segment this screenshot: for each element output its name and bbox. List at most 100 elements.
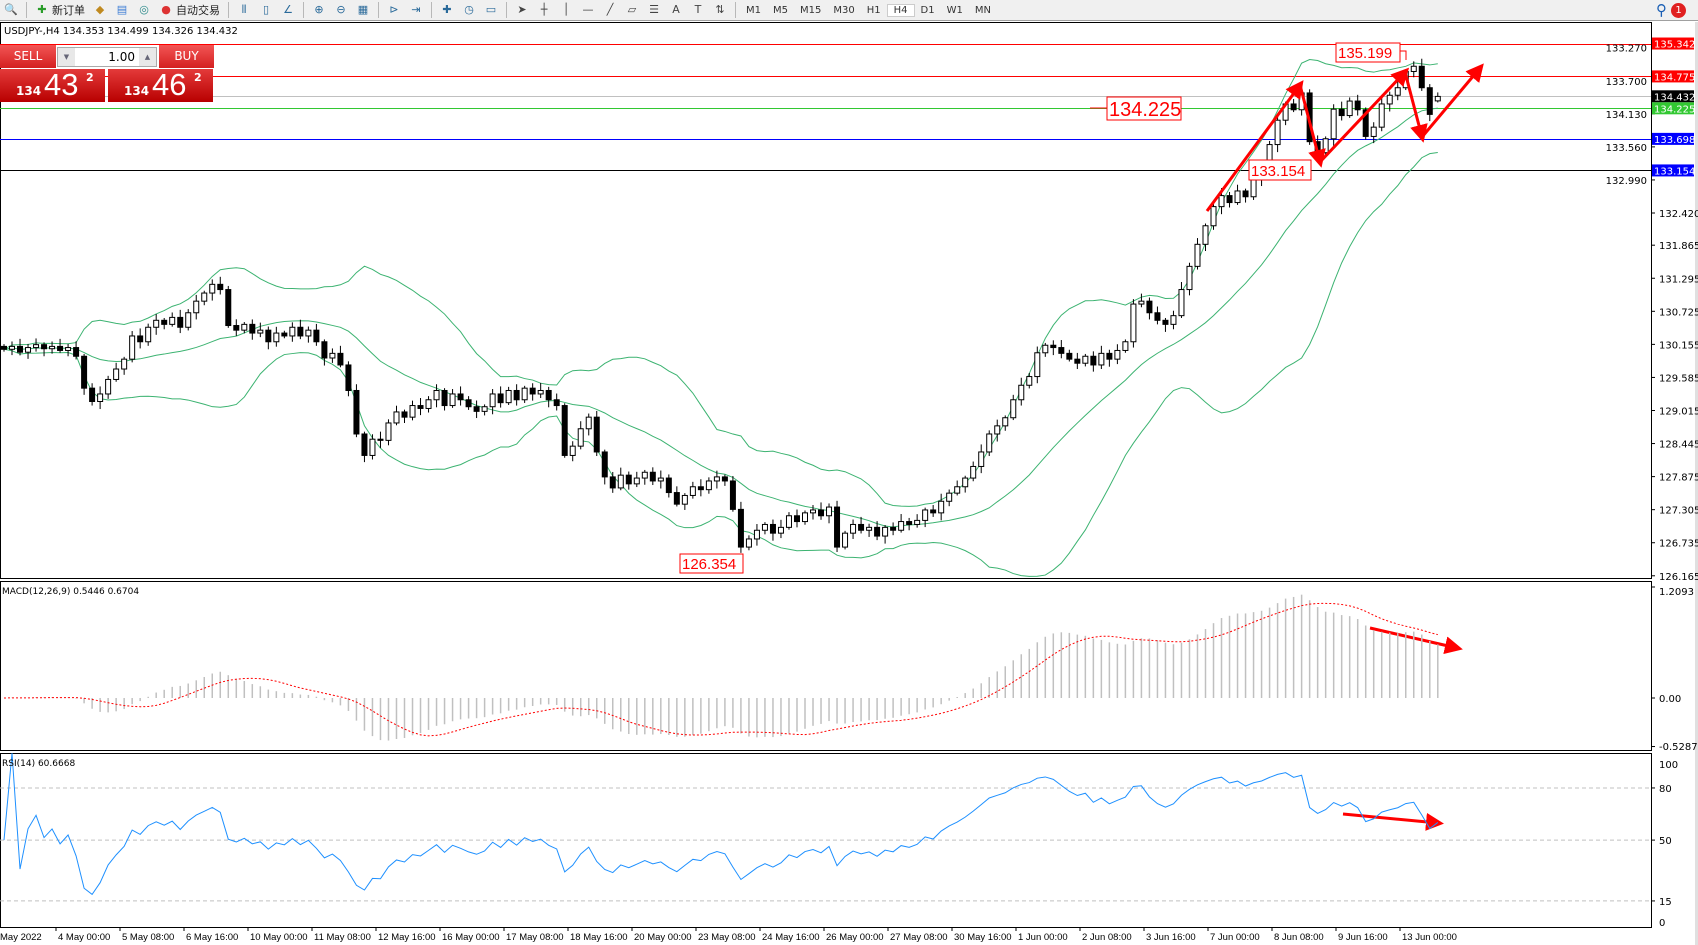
- timeframe-h1[interactable]: H1: [866, 4, 881, 16]
- trend-arrow-3: [1403, 71, 1428, 143]
- time-label: 3 Jun 16:00: [1146, 932, 1196, 943]
- arrows-button[interactable]: ⇅: [709, 1, 731, 20]
- vertical-line-button[interactable]: │: [555, 1, 577, 20]
- buy-price[interactable]: 134 46 2: [108, 67, 213, 102]
- buy-button[interactable]: BUY: [159, 45, 214, 68]
- price-tick-label: 132.990: [1606, 176, 1647, 187]
- toolbar-signal-button[interactable]: ◎: [133, 1, 155, 20]
- price-label-box: [1652, 132, 1694, 145]
- price-tick-label: 133.270: [1606, 44, 1647, 55]
- candle: [1434, 95, 1441, 102]
- time-label: 18 May 16:00: [570, 932, 628, 943]
- toolbar-search-button[interactable]: 🔍: [0, 1, 22, 20]
- lot-size-input[interactable]: 1.00: [108, 50, 135, 64]
- text-button[interactable]: A: [665, 1, 687, 20]
- price-label-box: [1652, 164, 1694, 177]
- buy-price-prefix: 134: [124, 84, 150, 98]
- toolbar-autotrading-button[interactable]: ● 自动交易: [155, 1, 224, 20]
- candle: [577, 428, 584, 447]
- candle: [33, 344, 40, 349]
- candle: [49, 345, 56, 350]
- candle: [705, 480, 712, 491]
- toolbar-history-button[interactable]: ▤: [111, 1, 133, 20]
- time-label: May 2022: [0, 932, 42, 943]
- candle: [898, 521, 905, 531]
- candle: [1330, 108, 1337, 140]
- timeframe-h4[interactable]: H4: [886, 3, 915, 17]
- candlestick-button[interactable]: ▯: [255, 1, 277, 20]
- candle: [649, 471, 656, 482]
- toolbar-expert-button[interactable]: ◆: [89, 1, 111, 20]
- chart-shift-button[interactable]: ⇥: [405, 1, 427, 20]
- sell-price-pip: 2: [86, 71, 94, 84]
- candle: [922, 509, 929, 521]
- trend-arrow-0: [1205, 80, 1304, 212]
- candle: [441, 389, 448, 407]
- toolbar-new-order-button[interactable]: ✚ 新订单: [31, 1, 89, 20]
- candle: [305, 329, 312, 337]
- timeframe-mn[interactable]: MN: [974, 4, 991, 16]
- rsi-tick-label: 0: [1659, 918, 1665, 929]
- horizontal-line-button[interactable]: —: [577, 1, 599, 20]
- sell-price-big: 43: [44, 67, 79, 102]
- price-annotation-box: [1335, 42, 1401, 63]
- crosshair-button[interactable]: ┼: [533, 1, 555, 20]
- auto-scroll-button[interactable]: ⊳: [383, 1, 405, 20]
- templates-button[interactable]: ▭: [480, 1, 502, 20]
- line-chart-button[interactable]: ∠: [277, 1, 299, 20]
- candle: [449, 393, 456, 407]
- timeframe-d1[interactable]: D1: [920, 4, 935, 16]
- annotation-leader: [1400, 50, 1407, 60]
- sell-price-prefix: 134: [16, 84, 42, 98]
- candle: [1026, 376, 1033, 386]
- candle: [313, 329, 320, 343]
- candle: [217, 283, 224, 291]
- chart-title: USDJPY-,H4 134.353 134.499 134.326 134.4…: [4, 26, 238, 37]
- periods-button[interactable]: ◷: [458, 1, 480, 20]
- indicators-button[interactable]: ✚: [436, 1, 458, 20]
- zoom-in-button[interactable]: ⊕: [308, 1, 330, 20]
- periods-icon: ◷: [464, 3, 474, 16]
- timeframe-m15[interactable]: M15: [800, 4, 822, 16]
- macd-signal-line: [3, 602, 1438, 737]
- tile-windows-button[interactable]: ▦: [352, 1, 374, 20]
- candle: [145, 326, 152, 343]
- search-icon[interactable]: ⚲: [1656, 1, 1667, 19]
- timeframe-m30[interactable]: M30: [833, 4, 855, 16]
- time-label: 12 May 16:00: [378, 932, 436, 943]
- candle: [513, 389, 520, 401]
- candle: [1018, 384, 1025, 401]
- price-annotation-126.354: 126.354: [682, 556, 736, 573]
- one-click-trading-panel: SELL ▼ 1.00 ▲ BUY 134 43 2 134 46 2: [0, 45, 214, 102]
- candle: [866, 526, 873, 531]
- equidistant-channel-button[interactable]: ▱: [621, 1, 643, 20]
- lot-size-stepper[interactable]: ▼ 1.00 ▲: [57, 47, 157, 67]
- timeframe-m5[interactable]: M5: [773, 4, 788, 16]
- candle: [1034, 352, 1041, 378]
- fibonacci-button[interactable]: ☰: [643, 1, 665, 20]
- text-label-button[interactable]: T: [687, 1, 709, 20]
- arrows-icon: ⇅: [715, 3, 725, 16]
- text-label-icon: T: [694, 3, 702, 16]
- timeframe-w1[interactable]: W1: [946, 4, 963, 16]
- cursor-button[interactable]: ➤: [511, 1, 533, 20]
- timeframe-m1[interactable]: M1: [746, 4, 761, 16]
- lot-increase-icon[interactable]: ▲: [139, 48, 156, 66]
- price-tick-label: 134.130: [1606, 110, 1647, 121]
- price-tick-label: 131.865: [1659, 241, 1698, 252]
- price-tick-label: 133.560: [1606, 143, 1647, 154]
- sell-price[interactable]: 134 43 2: [0, 67, 105, 102]
- candle: [1082, 355, 1089, 364]
- crosshair-icon: ┼: [540, 3, 548, 16]
- lot-decrease-icon[interactable]: ▼: [58, 48, 75, 66]
- sell-button[interactable]: SELL: [0, 45, 56, 68]
- trendline-button[interactable]: ╱: [599, 1, 621, 20]
- candle: [1410, 65, 1417, 72]
- candle: [529, 387, 536, 395]
- zoom-out-button[interactable]: ⊖: [330, 1, 352, 20]
- candle: [777, 526, 784, 534]
- candle: [337, 352, 344, 366]
- bar-chart-button[interactable]: ⫴: [233, 1, 255, 20]
- notification-badge[interactable]: 1: [1671, 2, 1686, 18]
